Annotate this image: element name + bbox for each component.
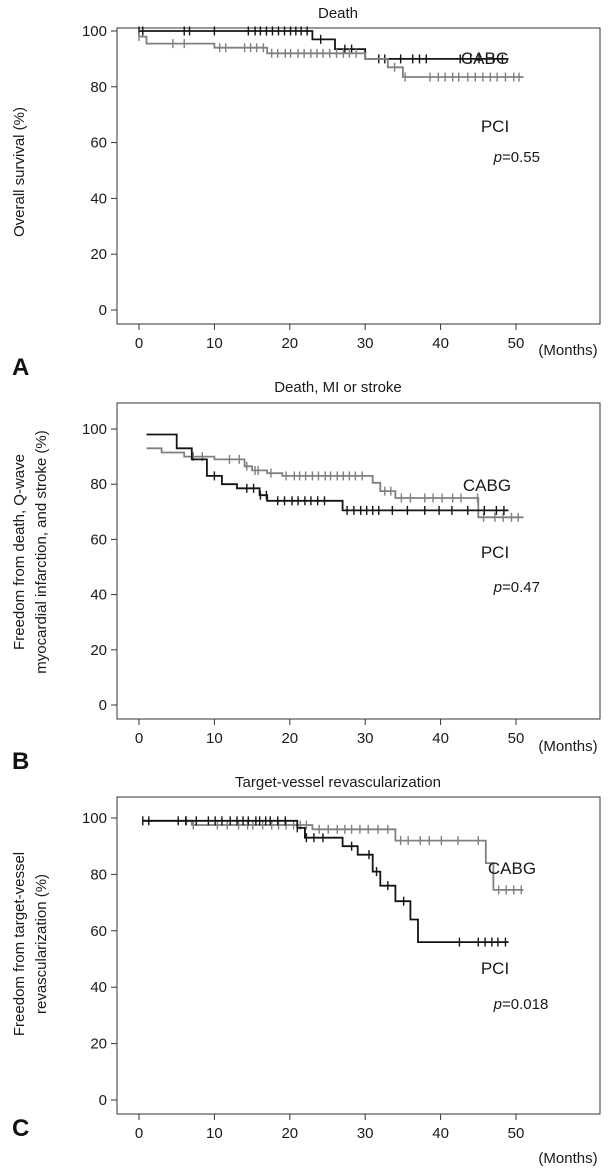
panel-c-frame	[116, 796, 601, 1115]
panel-a-pci-label: PCI	[481, 117, 509, 136]
panel-c-y-axis-label-line2: revascularization (%)	[33, 874, 50, 1014]
panel-b-y-tick-label-60: 60	[90, 531, 107, 548]
panel-c-y-tick-label-100: 100	[82, 810, 107, 827]
panel-a-p-prefix: p	[493, 149, 502, 166]
panel-b-y-tick-label-0: 0	[99, 697, 107, 714]
panel-a: Death Overall survival (%) 0204060801000…	[11, 5, 601, 381]
panel-c-x-tick-label-0: 0	[135, 1125, 143, 1142]
panel-c-p-value: =0.018	[502, 996, 548, 1013]
panel-b-x-tick-label-50: 50	[508, 730, 525, 747]
panel-b-x-tick-label-30: 30	[357, 730, 374, 747]
panel-b-letter: B	[12, 748, 29, 775]
panel-a-x-tick-label-50: 50	[508, 335, 525, 352]
panel-a-y-tick-label-0: 0	[99, 302, 107, 319]
panel-b-y-tick-label-20: 20	[90, 642, 107, 659]
panel-c-y-tick-label-80: 80	[90, 866, 107, 883]
panel-c-x-tick-label-40: 40	[432, 1125, 449, 1142]
panel-a-y-tick-label-40: 40	[90, 190, 107, 207]
panel-a-plot-area: 0 20 40 60 80 100 0 10 20 30 40 50	[82, 23, 601, 352]
panel-b-x-tick-label-10: 10	[206, 730, 223, 747]
panel-a-title: Death	[318, 5, 358, 22]
panel-a-x-tick-label-40: 40	[432, 335, 449, 352]
panel-a-x-tick-label-10: 10	[206, 335, 223, 352]
panel-b-pci-label: PCI	[481, 543, 509, 562]
panel-b-cabg-label: CABG	[463, 476, 511, 495]
panel-b-title: Death, MI or stroke	[274, 379, 402, 396]
panel-c-plot-area: 0 20 40 60 80 100 0 10 20 30 40 50	[82, 796, 601, 1142]
panel-c-cabg-label: CABG	[488, 859, 536, 878]
panel-a-x-tick-label-20: 20	[281, 335, 298, 352]
panel-b-y-tick-label-40: 40	[90, 587, 107, 604]
panel-c-p-prefix: p	[493, 996, 502, 1013]
panel-c-y-axis-label-line1: Freedom from target-vessel	[11, 852, 28, 1036]
panel-a-x-tick-label-30: 30	[357, 335, 374, 352]
panel-a-x-unit: (Months)	[538, 342, 597, 359]
panel-c-y-tick-label-0: 0	[99, 1092, 107, 1109]
panel-c-pci-curve	[142, 819, 509, 943]
panel-a-y-axis-label: Overall survival (%)	[11, 107, 28, 237]
panel-b-y-tick-label-100: 100	[82, 421, 107, 438]
panel-b-x-tick-label-20: 20	[281, 730, 298, 747]
panel-b-y-axis-label-line1: Freedom from death, Q-wave	[11, 454, 28, 650]
panel-b-frame	[116, 402, 601, 720]
panel-c-x-tick-label-50: 50	[508, 1125, 525, 1142]
panel-c-x-tick-label-30: 30	[357, 1125, 374, 1142]
panel-b-y-axis-label-line2: myocardial infarction, and stroke (%)	[33, 430, 50, 673]
panel-a-y-tick-label-20: 20	[90, 246, 107, 263]
panel-c-x-unit: (Months)	[538, 1150, 597, 1167]
panel-a-cabg-label: CABG	[461, 49, 509, 68]
panel-a-p-value: =0.55	[502, 149, 540, 166]
panel-a-y-tick-label-60: 60	[90, 135, 107, 152]
panel-a-frame	[116, 27, 601, 325]
panel-b-x-tick-label-40: 40	[432, 730, 449, 747]
panel-b: Death, MI or stroke Freedom from death, …	[11, 379, 601, 775]
panel-c-x-tick-label-10: 10	[206, 1125, 223, 1142]
panel-b-plot-area: 0 20 40 60 80 100 0 10 20 30 40 50	[82, 402, 601, 747]
panel-a-x-tick-label-0: 0	[135, 335, 143, 352]
panel-c-pci-label: PCI	[481, 959, 509, 978]
panel-b-y-tick-label-80: 80	[90, 476, 107, 493]
panel-b-p-value: =0.47	[502, 579, 540, 596]
panel-b-pci-curve	[146, 433, 509, 512]
panel-c: Target-vessel revascularization Freedom …	[11, 774, 601, 1167]
panel-a-cabg-curve	[139, 30, 509, 60]
panel-c-cabg-curve	[142, 819, 524, 891]
panel-c-y-tick-label-40: 40	[90, 979, 107, 996]
panel-c-y-tick-label-20: 20	[90, 1036, 107, 1053]
panel-a-y-tick-label-80: 80	[90, 79, 107, 96]
panel-b-cabg-curve	[146, 447, 524, 519]
panel-c-letter: C	[12, 1115, 29, 1142]
panel-b-p-prefix: p	[493, 579, 502, 596]
panel-a-letter: A	[12, 354, 29, 381]
panel-c-y-tick-label-60: 60	[90, 923, 107, 940]
panel-a-pci-curve	[139, 35, 524, 78]
panel-b-x-unit: (Months)	[538, 738, 597, 755]
panel-a-y-tick-label-100: 100	[82, 23, 107, 40]
panel-b-x-tick-label-0: 0	[135, 730, 143, 747]
panel-c-x-tick-label-20: 20	[281, 1125, 298, 1142]
panel-c-title: Target-vessel revascularization	[235, 774, 441, 791]
